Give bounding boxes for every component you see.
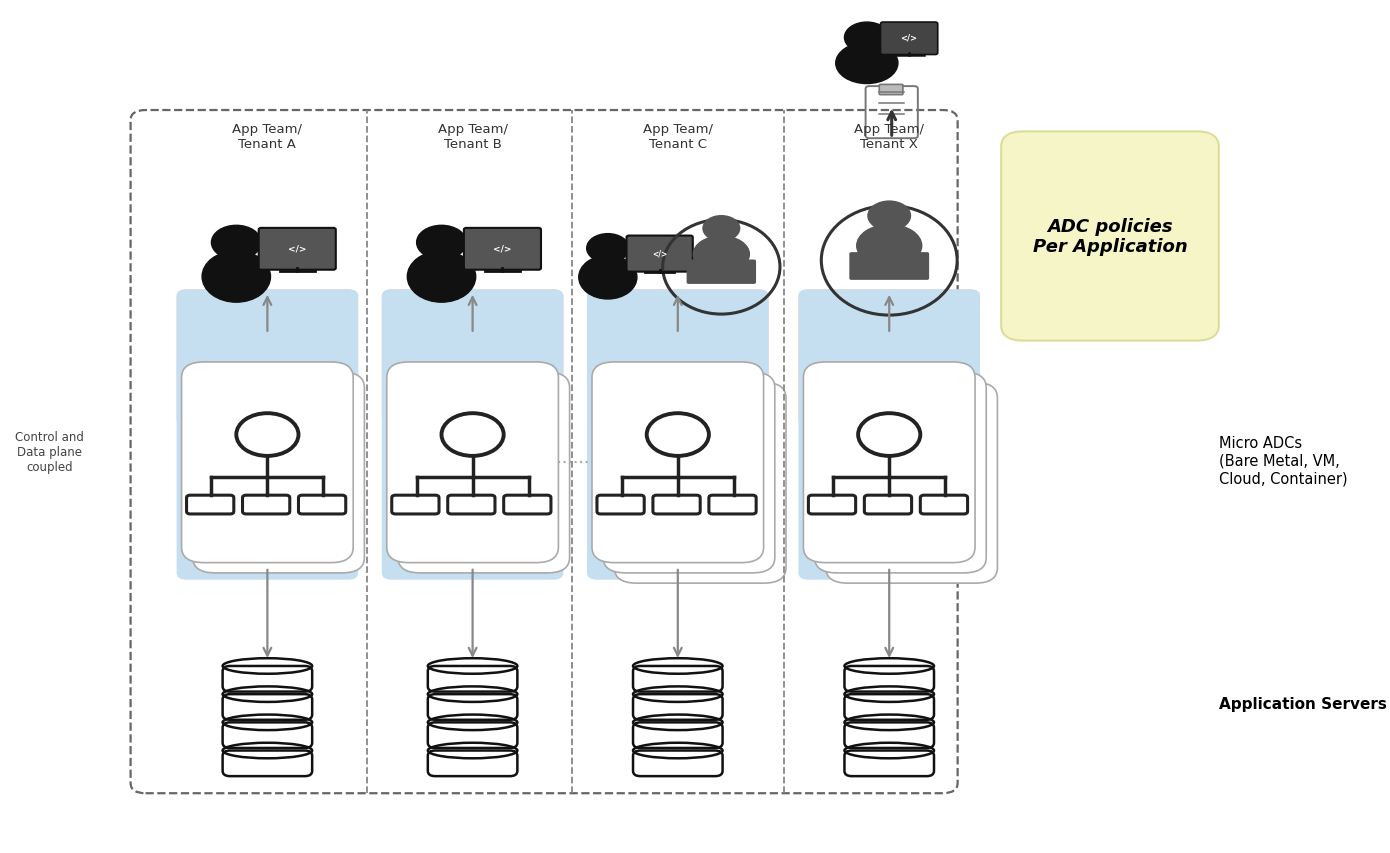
Text: Control and
Data plane
coupled: Control and Data plane coupled	[15, 431, 85, 473]
FancyBboxPatch shape	[386, 363, 559, 563]
Circle shape	[587, 235, 630, 264]
FancyBboxPatch shape	[398, 373, 570, 573]
Circle shape	[867, 202, 910, 231]
FancyBboxPatch shape	[259, 229, 336, 270]
FancyBboxPatch shape	[587, 290, 769, 580]
FancyBboxPatch shape	[688, 261, 755, 284]
Ellipse shape	[407, 252, 475, 303]
Circle shape	[211, 226, 261, 260]
FancyBboxPatch shape	[603, 373, 774, 573]
Text: Micro ADCs
(Bare Metal, VM,
Cloud, Container): Micro ADCs (Bare Metal, VM, Cloud, Conta…	[1219, 436, 1347, 485]
FancyBboxPatch shape	[880, 85, 904, 96]
FancyBboxPatch shape	[798, 290, 980, 426]
FancyBboxPatch shape	[177, 290, 359, 580]
FancyBboxPatch shape	[587, 290, 769, 426]
Text: </>: </>	[901, 33, 917, 42]
Text: </>: </>	[493, 245, 512, 253]
FancyBboxPatch shape	[382, 290, 563, 580]
Text: App Team/
Tenant C: App Team/ Tenant C	[642, 123, 713, 150]
FancyBboxPatch shape	[182, 363, 353, 563]
Text: App Team/
Tenant A: App Team/ Tenant A	[232, 123, 303, 150]
Text: App Team/
Tenant B: App Team/ Tenant B	[438, 123, 507, 150]
Ellipse shape	[835, 44, 898, 84]
Text: ADC policies
Per Application: ADC policies Per Application	[1033, 218, 1187, 256]
Text: Application Servers: Application Servers	[1219, 696, 1387, 711]
FancyBboxPatch shape	[798, 290, 980, 580]
FancyBboxPatch shape	[464, 229, 541, 270]
Circle shape	[417, 226, 467, 260]
FancyBboxPatch shape	[614, 383, 785, 583]
Text: </>: </>	[288, 245, 306, 253]
Ellipse shape	[578, 256, 637, 299]
FancyBboxPatch shape	[193, 373, 364, 573]
FancyBboxPatch shape	[826, 383, 998, 583]
Ellipse shape	[202, 252, 271, 303]
Circle shape	[845, 23, 890, 54]
FancyBboxPatch shape	[851, 253, 929, 280]
Ellipse shape	[694, 237, 749, 273]
FancyBboxPatch shape	[592, 363, 763, 563]
Text: App Team/
Tenant X: App Team/ Tenant X	[855, 123, 924, 150]
FancyBboxPatch shape	[803, 363, 974, 563]
Circle shape	[703, 217, 739, 241]
Ellipse shape	[856, 225, 922, 268]
FancyBboxPatch shape	[627, 236, 692, 272]
FancyBboxPatch shape	[880, 23, 938, 55]
FancyBboxPatch shape	[382, 290, 563, 426]
FancyBboxPatch shape	[1001, 132, 1219, 341]
FancyBboxPatch shape	[177, 290, 359, 426]
Text: </>: </>	[652, 249, 667, 258]
FancyBboxPatch shape	[815, 373, 987, 573]
